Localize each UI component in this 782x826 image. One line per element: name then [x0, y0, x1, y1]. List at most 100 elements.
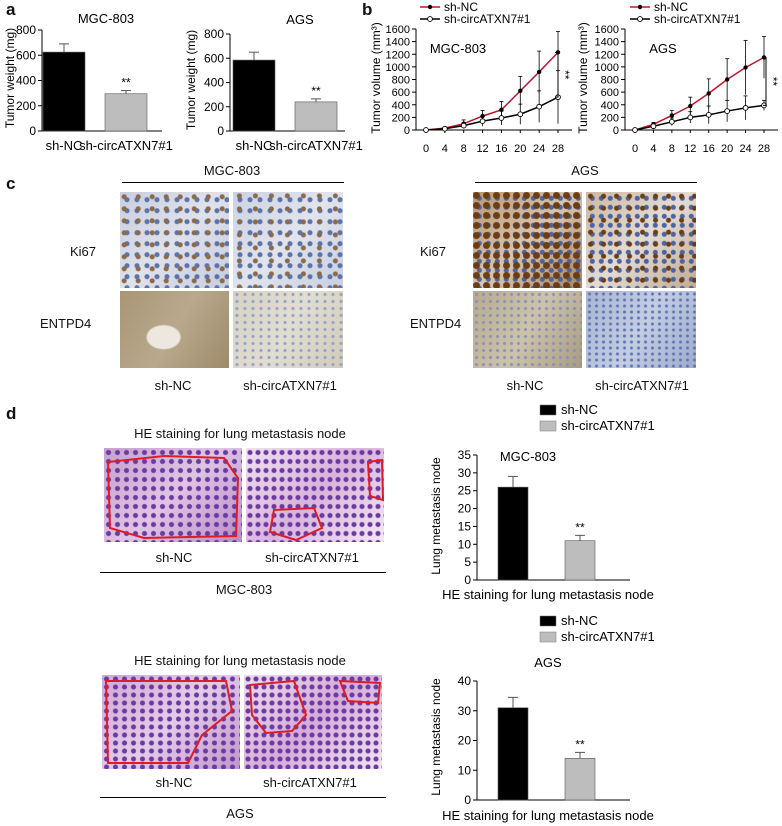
he-mgc-group-label: MGC-803 — [215, 582, 273, 597]
a-mgc-y-axis-label: Tumor weight (mg) — [3, 28, 17, 128]
d-mgc-legend-label: sh-circATXN7#1 — [561, 418, 655, 433]
a-mgc-bar — [104, 93, 148, 132]
b-ags-y-axis-label: Tumor volume (mm³) — [576, 22, 590, 134]
b-mgc-x-tick-label: 20 — [514, 143, 526, 155]
b-ags-legend-label: sh-circATXN7#1 — [654, 12, 741, 26]
b-ags-point — [650, 123, 657, 130]
he-mgc-shnc-image — [104, 448, 242, 542]
he-mgc-circ-outline — [268, 458, 384, 542]
b-mgc-x-tick-label: 24 — [533, 143, 545, 155]
ihc-mgc-ki67-circ-image — [233, 192, 343, 288]
b-mgc-y-tick-label: 400 — [392, 100, 410, 112]
b-ags-x-tick-label: 24 — [739, 143, 751, 155]
b-ags-y-tick-label: 0 — [613, 125, 619, 137]
panel-letter-b: b — [362, 0, 373, 19]
d-ags-x-axis-label: HE staining for lung metastasis node — [442, 808, 654, 823]
b-mgc-legend-marker — [427, 16, 433, 22]
he-ags-circ-outline — [248, 679, 382, 735]
panel-letter-c: c — [6, 174, 16, 193]
b-mgc-point — [442, 125, 448, 132]
a-ags-y-tick-label: 800 — [204, 27, 224, 41]
b-ags-point — [687, 114, 694, 121]
a-ags-category-label: sh-NC — [236, 138, 273, 153]
b-ags-legend-marker — [637, 16, 643, 22]
b-mgc-legend-label: sh-circATXN7#1 — [444, 12, 531, 26]
b-ags-y-tick-label: 1200 — [595, 49, 619, 61]
a-ags-y-tick-label: 0 — [217, 124, 224, 138]
b-ags-point — [669, 113, 675, 118]
d-mgc-chart-title: MGC-803 — [500, 449, 556, 464]
b-mgc-y-tick-label: 200 — [392, 112, 410, 124]
d-ags-legend-label: sh-circATXN7#1 — [561, 629, 655, 644]
b-ags-point — [724, 77, 730, 82]
d-mgc-bar — [564, 540, 596, 581]
d-ags-y-tick-label: 30 — [458, 704, 472, 718]
ihc-ags-entpd4-circ-image — [586, 291, 696, 368]
b-ags-point — [742, 105, 749, 111]
b-ags-x-tick-label: 20 — [721, 143, 733, 155]
ihc-ags-title: AGS — [571, 163, 599, 178]
a-mgc-y-tick-label: 200 — [16, 99, 36, 113]
he-ags-col-label-circ: sh-circATXN7#1 — [263, 775, 357, 790]
a-ags-category-label: sh-circATXN7#1 — [269, 138, 363, 153]
d-ags-bar — [497, 707, 529, 801]
ihc-mgc-title-rule — [122, 182, 344, 183]
he-mgc-group-rule — [100, 572, 386, 573]
b-mgc-point — [517, 111, 524, 118]
b-ags-y-tick-label: 600 — [601, 87, 619, 99]
b-ags-y-tick-label: 1400 — [595, 37, 619, 49]
a-mgc-category-label: sh-NC — [46, 138, 83, 153]
b-mgc-y-tick-label: 1000 — [386, 62, 410, 74]
he-ags-circ-image — [244, 675, 382, 769]
d-mgc-y-tick-label: 0 — [464, 573, 471, 587]
d-mgc-bar — [497, 486, 529, 581]
b-ags-significance-label: ** — [766, 77, 780, 87]
ihc-ags-ki67-shnc-image — [473, 192, 582, 288]
ihc-ags-row-label-ki67: Ki67 — [420, 244, 447, 259]
d-mgc-y-tick-label: 10 — [458, 537, 472, 551]
ihc-ags-col-label-shnc: sh-NC — [506, 378, 544, 393]
b-ags-series-line — [634, 56, 765, 131]
b-mgc-x-tick-label: 8 — [461, 143, 467, 155]
b-ags-y-tick-label: 800 — [601, 75, 619, 87]
ihc-ags-entpd4-shnc-image — [473, 291, 582, 368]
d-mgc-y-axis-label: Lung metastasis node — [429, 457, 443, 575]
b-mgc-y-tick-label: 0 — [404, 125, 410, 137]
d-ags-y-tick-label: 10 — [458, 763, 472, 777]
b-ags-point — [724, 108, 730, 114]
b-ags-series-line — [634, 104, 765, 131]
d-ags-legend-swatch — [539, 615, 557, 627]
b-mgc-point — [536, 103, 542, 110]
b-mgc-y-tick-label: 800 — [392, 75, 410, 87]
b-ags-legend-label: sh-NC — [654, 0, 688, 14]
b-ags-point — [706, 91, 711, 96]
ihc-mgc-row-label-entpd4: ENTPD4 — [40, 316, 92, 331]
a-ags-y-tick-label: 600 — [204, 51, 224, 65]
a-mgc-y-tick-label: 0 — [29, 124, 36, 138]
b-ags-significance-bracket — [763, 56, 767, 106]
he-ags-group-rule — [100, 797, 386, 798]
d-mgc-y-tick-label: 35 — [458, 448, 472, 462]
b-mgc-point — [479, 118, 486, 125]
he-mgc-col-label-shnc: sh-NC — [155, 550, 193, 565]
he-ags-col-label-shnc: sh-NC — [155, 775, 193, 790]
b-mgc-x-tick-label: 0 — [423, 143, 429, 155]
ihc-ags-col-label-circ: sh-circATXN7#1 — [595, 378, 689, 393]
b-mgc-y-axis-label: Tumor volume (mm³) — [369, 22, 383, 134]
b-ags-point — [632, 127, 638, 133]
b-mgc-y-tick-label: 1200 — [386, 49, 410, 61]
ihc-ags-ki67-circ-image — [586, 192, 696, 288]
b-ags-x-tick-label: 0 — [632, 143, 638, 155]
b-mgc-x-tick-label: 4 — [442, 143, 448, 155]
b-mgc-y-tick-label: 1400 — [386, 37, 410, 49]
b-ags-x-tick-label: 16 — [703, 143, 715, 155]
a-mgc-significance-label: ** — [121, 76, 131, 90]
ihc-mgc-ki67-shnc-image — [120, 192, 229, 288]
panel-letter-a: a — [6, 0, 16, 19]
b-mgc-x-tick-label: 28 — [552, 143, 564, 155]
a-mgc-bar — [42, 51, 86, 132]
b-mgc-series-line — [425, 96, 559, 131]
d-mgc-y-tick-label: 15 — [458, 519, 472, 533]
b-ags-point — [743, 65, 748, 70]
